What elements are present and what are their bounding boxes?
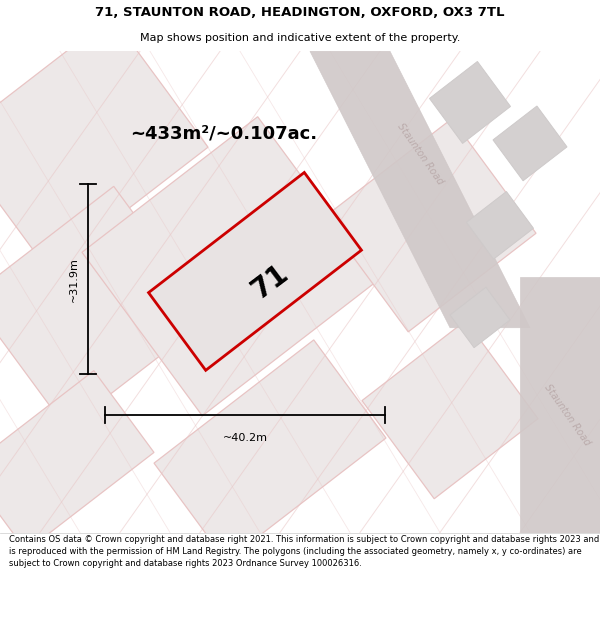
Text: Staunton Road: Staunton Road xyxy=(395,121,445,186)
Text: ~433m²/~0.107ac.: ~433m²/~0.107ac. xyxy=(130,124,317,142)
Polygon shape xyxy=(0,186,210,428)
Polygon shape xyxy=(154,340,386,561)
Polygon shape xyxy=(362,321,538,499)
Polygon shape xyxy=(430,61,511,143)
Polygon shape xyxy=(493,106,567,181)
Polygon shape xyxy=(82,117,378,416)
Polygon shape xyxy=(0,16,208,271)
Polygon shape xyxy=(520,276,600,532)
Text: ~40.2m: ~40.2m xyxy=(223,433,268,443)
Text: Map shows position and indicative extent of the property.: Map shows position and indicative extent… xyxy=(140,33,460,44)
Text: 71: 71 xyxy=(246,259,294,304)
Polygon shape xyxy=(0,371,154,551)
Text: 71, STAUNTON ROAD, HEADINGTON, OXFORD, OX3 7TL: 71, STAUNTON ROAD, HEADINGTON, OXFORD, O… xyxy=(95,6,505,19)
Text: Staunton Road: Staunton Road xyxy=(542,382,592,448)
Polygon shape xyxy=(466,191,533,259)
Polygon shape xyxy=(324,119,536,332)
Text: Contains OS data © Crown copyright and database right 2021. This information is : Contains OS data © Crown copyright and d… xyxy=(9,535,599,568)
Text: ~31.9m: ~31.9m xyxy=(69,257,79,301)
Polygon shape xyxy=(450,288,510,348)
Polygon shape xyxy=(149,173,361,371)
Polygon shape xyxy=(310,51,530,328)
